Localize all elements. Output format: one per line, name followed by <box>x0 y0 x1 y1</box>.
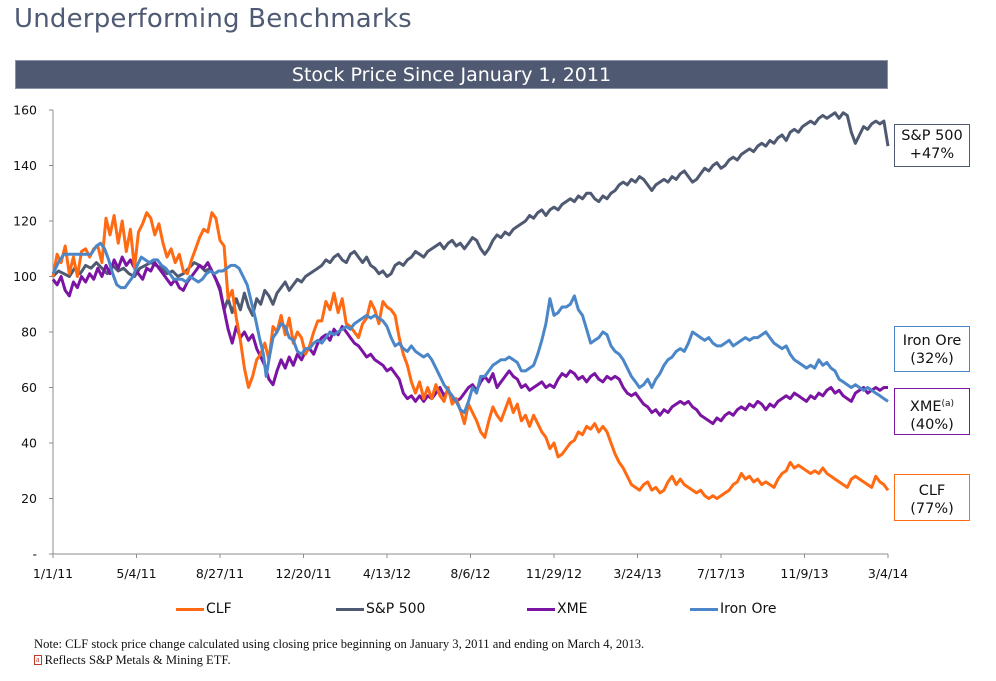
legend-swatch-xme <box>527 607 555 611</box>
callout-xme: XME(a) (40%) <box>894 388 970 435</box>
note-text: Note: CLF stock price change calculated … <box>34 637 645 651</box>
x-tick-label: 3/4/14 <box>868 566 908 581</box>
y-tick-label: 160 <box>13 103 37 118</box>
x-tick-label: 7/17/13 <box>697 566 745 581</box>
x-tick-label: 8/6/12 <box>450 566 490 581</box>
callout-clf-value: (77%) <box>910 501 954 517</box>
y-tick-label: 80 <box>21 325 37 340</box>
y-tick-label: 140 <box>13 158 37 173</box>
chart-legend: CLF S&P 500 XME Iron Ore <box>0 601 996 623</box>
footnotes: Note: CLF stock price change calculated … <box>34 636 644 668</box>
legend-swatch-sp500 <box>336 607 364 611</box>
line-chart: - 20 40 60 80 100 120 140 160 1/1/11 5/4/11 8/27/11… <box>13 103 908 582</box>
legend-label-clf: CLF <box>206 601 232 617</box>
x-tick-label: 5/4/11 <box>116 566 156 581</box>
y-tick-label: 20 <box>21 491 37 506</box>
legend-swatch-clf <box>176 607 204 611</box>
callout-clf-label: CLF <box>918 483 946 499</box>
legend-swatch-iron-ore <box>690 607 718 611</box>
callout-sp500: S&P 500 +47% <box>894 124 970 167</box>
legend-label-xme: XME <box>557 601 588 617</box>
callout-iron-ore-label: Iron Ore <box>902 333 962 349</box>
series-line-s-p-500 <box>51 111 890 317</box>
y-tick-label: 60 <box>21 380 37 395</box>
legend-item-iron-ore: Iron Ore <box>690 601 777 617</box>
callout-iron-ore: Iron Ore (32%) <box>894 326 970 372</box>
callout-xme-value: (40%) <box>910 417 954 433</box>
footnote-text: Reflects S&P Metals & Mining ETF. <box>44 653 231 667</box>
y-tick-label: 120 <box>13 214 37 229</box>
y-tick-label: - <box>32 547 37 562</box>
x-tick-label: 3/24/13 <box>613 566 661 581</box>
y-tick-label: 100 <box>13 269 37 284</box>
footnote-marker-icon: a <box>34 655 42 665</box>
callout-xme-label: XME <box>909 399 942 415</box>
legend-label-iron-ore: Iron Ore <box>720 601 777 617</box>
callout-iron-ore-value: (32%) <box>910 351 954 367</box>
series-line-iron-ore <box>51 241 889 414</box>
chart-title-banner: Stock Price Since January 1, 2011 <box>15 60 888 89</box>
x-tick-label: 8/27/11 <box>196 566 244 581</box>
series-line-clf <box>51 211 890 500</box>
callout-clf: CLF (77%) <box>894 474 970 521</box>
x-tick-label: 1/1/11 <box>33 566 73 581</box>
legend-item-clf: CLF <box>176 601 232 617</box>
y-tick-label: 40 <box>21 436 37 451</box>
x-tick-label: 11/29/12 <box>526 566 582 581</box>
callout-sp500-value: +47% <box>909 146 955 162</box>
x-tick-label: 11/9/13 <box>780 566 828 581</box>
page-title: Underperforming Benchmarks <box>14 4 412 34</box>
x-tick-label: 4/13/12 <box>363 566 411 581</box>
legend-item-xme: XME <box>527 601 588 617</box>
legend-label-sp500: S&P 500 <box>366 601 426 617</box>
x-tick-label: 12/20/11 <box>275 566 331 581</box>
legend-item-sp500: S&P 500 <box>336 601 425 617</box>
callout-sp500-label: S&P 500 <box>901 128 963 144</box>
series-line-xme <box>51 255 888 426</box>
callout-xme-footnote-marker: (a) <box>941 399 955 409</box>
